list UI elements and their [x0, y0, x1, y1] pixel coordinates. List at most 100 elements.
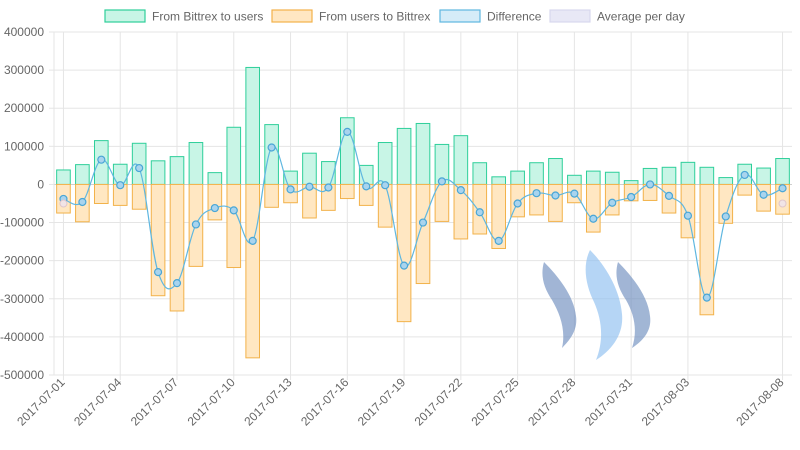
difference-point — [759, 190, 768, 199]
y-tick-label: -500000 — [0, 368, 44, 382]
bar-to-users — [510, 170, 525, 185]
difference-point — [248, 236, 257, 245]
x-tick-label: 2017-07-01 — [14, 375, 68, 429]
difference-point — [267, 143, 276, 152]
difference-point — [229, 206, 238, 215]
bar-to-users — [567, 174, 582, 185]
bar-from-users — [93, 183, 109, 204]
difference-point — [456, 186, 465, 195]
y-tick-label: 200000 — [4, 101, 44, 115]
difference-point — [305, 182, 314, 191]
average-points — [59, 199, 787, 208]
y-axis: 400000 300000 200000 100000 0 -100000 -200000 -… — [0, 25, 44, 382]
difference-point — [721, 212, 730, 221]
bar-to-users — [264, 124, 279, 185]
difference-point — [740, 170, 749, 180]
x-tick-label: 2017-07-10 — [185, 375, 239, 429]
difference-point — [172, 279, 182, 288]
y-tick-label: 400000 — [4, 25, 44, 39]
bar-from-users — [264, 183, 279, 208]
difference-line — [59, 127, 787, 302]
legend-label: From Bittrex to users — [152, 10, 263, 24]
bar-to-users — [604, 171, 620, 185]
difference-point — [135, 163, 144, 173]
bar-from-users — [339, 183, 355, 200]
bar-from-users — [491, 183, 507, 249]
difference-point — [437, 177, 447, 186]
x-tick-label: 2017-07-22 — [412, 375, 466, 429]
x-tick-label: 2017-07-16 — [298, 375, 352, 429]
bar-from-users — [529, 183, 544, 216]
difference-point — [589, 214, 598, 223]
bar-from-users — [434, 183, 450, 222]
bars — [56, 66, 790, 359]
x-tick-label: 2017-07-28 — [525, 375, 579, 429]
legend-swatch — [439, 9, 481, 23]
bar-to-users — [472, 162, 488, 185]
bar-from-users — [680, 183, 696, 239]
bar-to-users — [415, 122, 431, 185]
bar-to-users — [188, 142, 204, 185]
bar-to-users — [661, 166, 677, 185]
x-tick-label: 2017-08-08 — [733, 375, 787, 429]
legend-item: From Bittrex to users — [104, 9, 263, 24]
legend-item: Average per day — [549, 9, 685, 24]
bar-to-users — [699, 166, 715, 185]
difference-point — [551, 191, 560, 200]
bar-to-users — [718, 177, 734, 185]
legend-label: Average per day — [597, 10, 685, 24]
difference-point — [362, 182, 371, 191]
difference-point — [513, 199, 522, 208]
bar-from-users — [169, 183, 185, 312]
difference-point — [627, 192, 636, 202]
y-tick-label: 100000 — [4, 139, 44, 153]
bar-to-users — [245, 66, 261, 185]
difference-point — [702, 293, 711, 302]
difference-point — [210, 203, 219, 213]
x-tick-label: 2017-07-04 — [71, 375, 125, 429]
bar-from-users — [737, 183, 753, 196]
bar-from-users — [585, 183, 601, 233]
average-point — [778, 199, 787, 208]
x-tick-label: 2017-07-31 — [582, 375, 636, 429]
bar-from-users — [718, 183, 734, 224]
difference-point — [116, 181, 125, 190]
bar-to-users — [150, 160, 166, 185]
difference-point — [570, 189, 579, 198]
bar-to-users — [207, 172, 223, 185]
y-tick-label: -100000 — [0, 216, 44, 230]
x-tick-label: 2017-07-07 — [128, 375, 182, 429]
difference-point — [418, 218, 428, 227]
x-tick-label: 2017-07-13 — [241, 375, 295, 429]
y-tick-label: 300000 — [4, 63, 44, 77]
bar-from-users — [226, 183, 242, 269]
bar-to-users — [548, 158, 563, 185]
bar-from-users — [548, 183, 563, 222]
average-point — [59, 199, 68, 208]
y-tick-label: -300000 — [0, 292, 44, 306]
difference-point — [475, 208, 484, 217]
difference-point — [532, 189, 541, 198]
difference-point — [97, 155, 106, 164]
difference-point — [78, 197, 87, 207]
bar-to-users — [491, 176, 507, 185]
steem-logo-stroke-left — [542, 262, 577, 348]
bar-to-users — [623, 180, 639, 185]
bar-to-users — [680, 161, 696, 185]
difference-point — [645, 180, 655, 189]
difference-point — [664, 191, 674, 200]
legend-label: Difference — [487, 10, 542, 24]
y-tick-label: -200000 — [0, 254, 44, 268]
difference-point — [324, 183, 333, 192]
legend-swatch — [104, 9, 146, 23]
difference-point — [683, 211, 693, 220]
bar-from-users — [453, 183, 469, 240]
y-tick-label: 0 — [37, 177, 44, 191]
difference-point — [778, 184, 787, 193]
legend-label: From users to Bittrex — [319, 10, 430, 24]
bar-from-users — [150, 183, 166, 297]
bar-to-users — [453, 135, 469, 185]
bar-to-users — [169, 156, 185, 185]
x-tick-label: 2017-08-03 — [639, 375, 693, 429]
